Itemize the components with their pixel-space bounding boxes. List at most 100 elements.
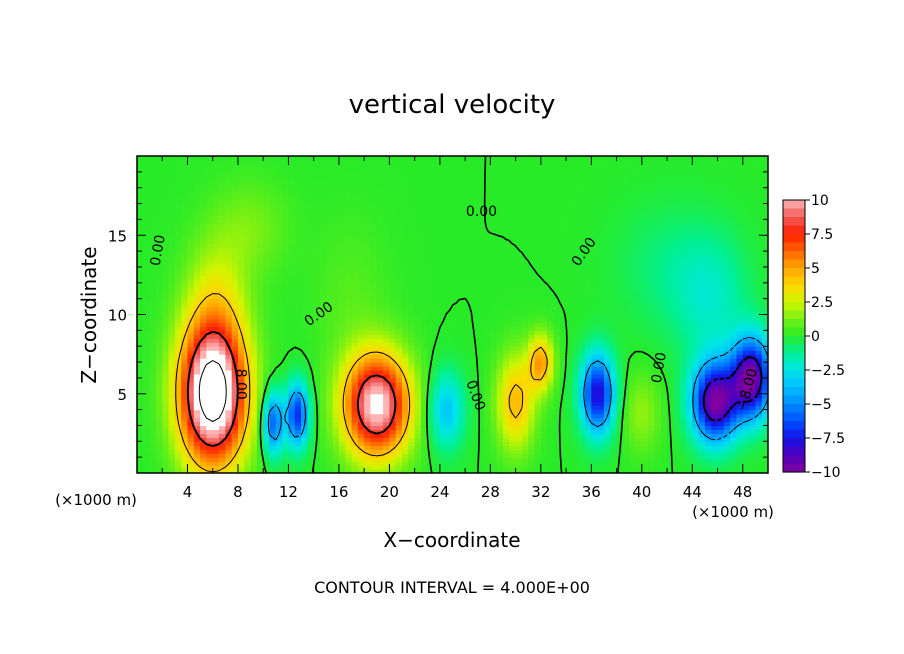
field-cell	[540, 290, 548, 296]
field-cell	[591, 421, 599, 427]
field-cell	[244, 449, 252, 454]
field-cell	[275, 433, 283, 438]
field-cell	[540, 409, 548, 415]
field-cell	[654, 417, 662, 423]
field-cell	[288, 465, 296, 470]
field-cell	[282, 461, 290, 466]
field-cell	[641, 457, 649, 462]
field-cell	[174, 429, 182, 434]
field-cell	[648, 286, 656, 292]
field-cell	[502, 421, 510, 427]
field-cell	[414, 373, 422, 379]
field-cell	[717, 385, 725, 391]
field-cell	[452, 449, 460, 454]
field-cell	[572, 369, 580, 375]
field-cell	[168, 338, 176, 343]
field-cell	[572, 322, 580, 327]
field-cell	[149, 461, 157, 466]
field-cell	[231, 326, 239, 331]
field-cell	[231, 334, 239, 339]
field-cell	[490, 425, 498, 431]
field-cell	[275, 417, 283, 423]
field-cell	[755, 421, 763, 427]
field-cell	[711, 314, 719, 320]
field-cell	[219, 318, 226, 324]
field-cell	[237, 326, 245, 331]
field-cell	[730, 401, 738, 407]
field-cell	[755, 326, 763, 331]
field-cell	[395, 346, 403, 351]
field-cell	[528, 449, 536, 454]
field-cell	[616, 413, 624, 419]
field-cell	[250, 286, 258, 292]
field-cell	[389, 314, 397, 320]
field-cell	[673, 318, 681, 324]
field-cell	[490, 409, 498, 415]
field-cell	[256, 322, 264, 327]
field-cell	[446, 433, 454, 438]
field-cell	[181, 389, 189, 395]
field-cell	[502, 330, 510, 335]
field-cell	[458, 358, 466, 363]
field-cell	[225, 310, 233, 316]
field-cell	[553, 469, 561, 473]
field-cell	[427, 346, 435, 351]
field-cell	[711, 409, 719, 415]
field-cell	[439, 445, 447, 450]
field-cell	[704, 449, 712, 454]
field-cell	[742, 445, 750, 450]
field-cell	[181, 298, 189, 304]
field-cell	[420, 441, 428, 446]
field-cell	[219, 465, 226, 470]
field-cell	[263, 445, 271, 450]
field-cell	[566, 302, 573, 308]
field-cell	[231, 342, 239, 347]
field-cell	[547, 433, 555, 438]
field-cell	[509, 421, 517, 427]
field-cell	[439, 385, 447, 391]
field-cell	[515, 421, 523, 427]
field-cell	[193, 310, 201, 316]
field-cell	[174, 377, 182, 383]
field-cell	[559, 338, 567, 343]
field-cell	[477, 469, 485, 473]
field-cell	[648, 310, 656, 316]
field-cell	[383, 306, 390, 312]
field-cell	[427, 314, 435, 320]
field-cell	[263, 338, 271, 343]
field-cell	[679, 306, 687, 312]
field-cell	[591, 373, 599, 379]
field-cell	[585, 421, 592, 427]
field-cell	[761, 318, 768, 324]
field-cell	[692, 306, 700, 312]
field-cell	[269, 342, 277, 347]
field-cell	[149, 389, 157, 395]
field-cell	[294, 294, 302, 300]
field-cell	[282, 405, 290, 411]
field-cell	[269, 421, 277, 427]
field-cell	[193, 429, 201, 434]
field-cell	[509, 445, 517, 450]
field-cell	[572, 457, 580, 462]
field-cell	[648, 302, 656, 308]
field-cell	[364, 385, 372, 391]
field-cell	[490, 469, 498, 473]
field-cell	[484, 405, 491, 411]
field-cell	[206, 445, 214, 450]
field-cell	[231, 449, 239, 454]
field-cell	[704, 362, 712, 367]
field-cell	[723, 330, 731, 335]
field-cell	[389, 318, 397, 324]
field-cell	[313, 469, 321, 473]
field-cell	[219, 417, 226, 423]
field-cell	[206, 358, 214, 363]
field-cell	[288, 314, 296, 320]
field-cell	[490, 405, 498, 411]
field-cell	[629, 457, 637, 462]
field-cell	[414, 441, 422, 446]
field-cell	[685, 278, 693, 284]
field-cell	[181, 445, 189, 450]
field-cell	[458, 314, 466, 320]
field-cell	[357, 358, 365, 363]
field-cell	[723, 286, 731, 292]
